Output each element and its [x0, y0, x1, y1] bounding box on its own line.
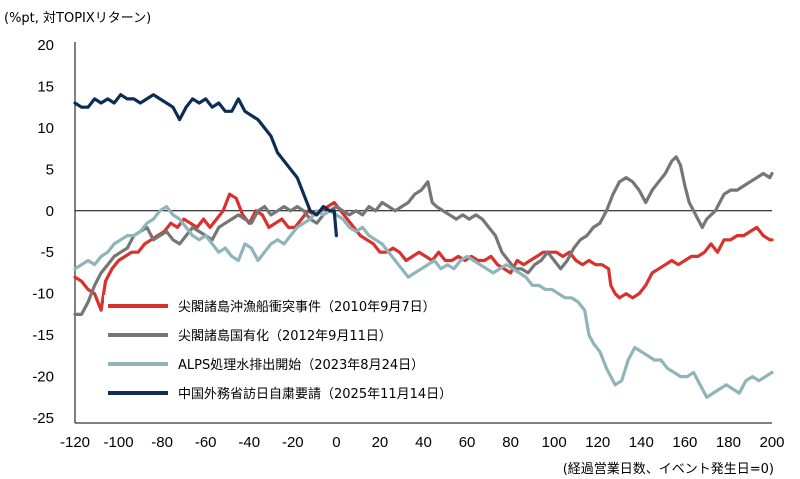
legend-bg	[104, 353, 460, 375]
x-tick-label: -80	[151, 434, 173, 451]
x-axis-ticks: -120 -100 -80 -60 -40 -20 0 20 40 60 80 100 120 140 16…	[60, 434, 785, 451]
y-tick-label: -5	[41, 244, 54, 261]
x-tick-label: -120	[60, 434, 90, 451]
y-tick-label: -25	[32, 410, 54, 427]
series-line-1	[73, 192, 774, 312]
x-tick-label: -100	[104, 434, 134, 451]
x-axis-label: (経過営業日数、イベント発生日=0)	[563, 461, 774, 477]
x-tick-label: 0	[332, 434, 340, 451]
y-axis-label: (%pt, 対TOPIXリターン)	[4, 11, 151, 26]
legend-label-3: ALPS処理水排出開始（2023年8月24日）	[178, 358, 424, 373]
legend-bg	[104, 382, 460, 404]
x-tick-label: 20	[372, 434, 389, 451]
x-tick-label: 200	[759, 434, 784, 451]
x-tick-label: 60	[459, 434, 476, 451]
y-tick-label: 5	[46, 161, 54, 178]
legend-bg	[104, 295, 460, 317]
legend: 尖閣諸島沖漁船衝突事件（2010年9月7日） 尖閣諸島国有化（2012年9月11日…	[104, 295, 460, 404]
y-tick-label: 15	[37, 78, 54, 95]
series-line-3	[73, 205, 774, 399]
x-tick-label: 160	[672, 434, 697, 451]
legend-bg	[104, 324, 460, 346]
y-tick-label: 0	[46, 203, 54, 220]
series-line-4	[73, 93, 338, 238]
y-tick-label: -20	[32, 369, 54, 386]
y-tick-label: -15	[32, 327, 54, 344]
y-tick-label: 10	[37, 120, 54, 137]
x-tick-label: 100	[542, 434, 567, 451]
y-tick-label: 20	[37, 37, 54, 54]
legend-label-4: 中国外務省訪日自粛要請（2025年11月14日）	[178, 386, 452, 402]
y-tick-label: -10	[32, 286, 54, 303]
x-tick-label: 140	[629, 434, 654, 451]
legend-label-2: 尖閣諸島国有化（2012年9月11日）	[178, 328, 392, 344]
x-tick-label: -40	[238, 434, 260, 451]
legend-label-1: 尖閣諸島沖漁船衝突事件（2010年9月7日）	[178, 299, 436, 315]
x-tick-label: 40	[415, 434, 432, 451]
x-tick-label: 80	[502, 434, 519, 451]
axes	[74, 42, 772, 424]
series-lines	[73, 93, 774, 399]
x-tick-label: 120	[585, 434, 610, 451]
x-tick-label: -60	[195, 434, 217, 451]
x-tick-label: 180	[716, 434, 741, 451]
series-line-2	[73, 155, 774, 316]
y-axis-ticks: 20 15 10 5 0 -5 -10 -15 -20 -25	[32, 37, 54, 427]
x-tick-label: -20	[282, 434, 304, 451]
